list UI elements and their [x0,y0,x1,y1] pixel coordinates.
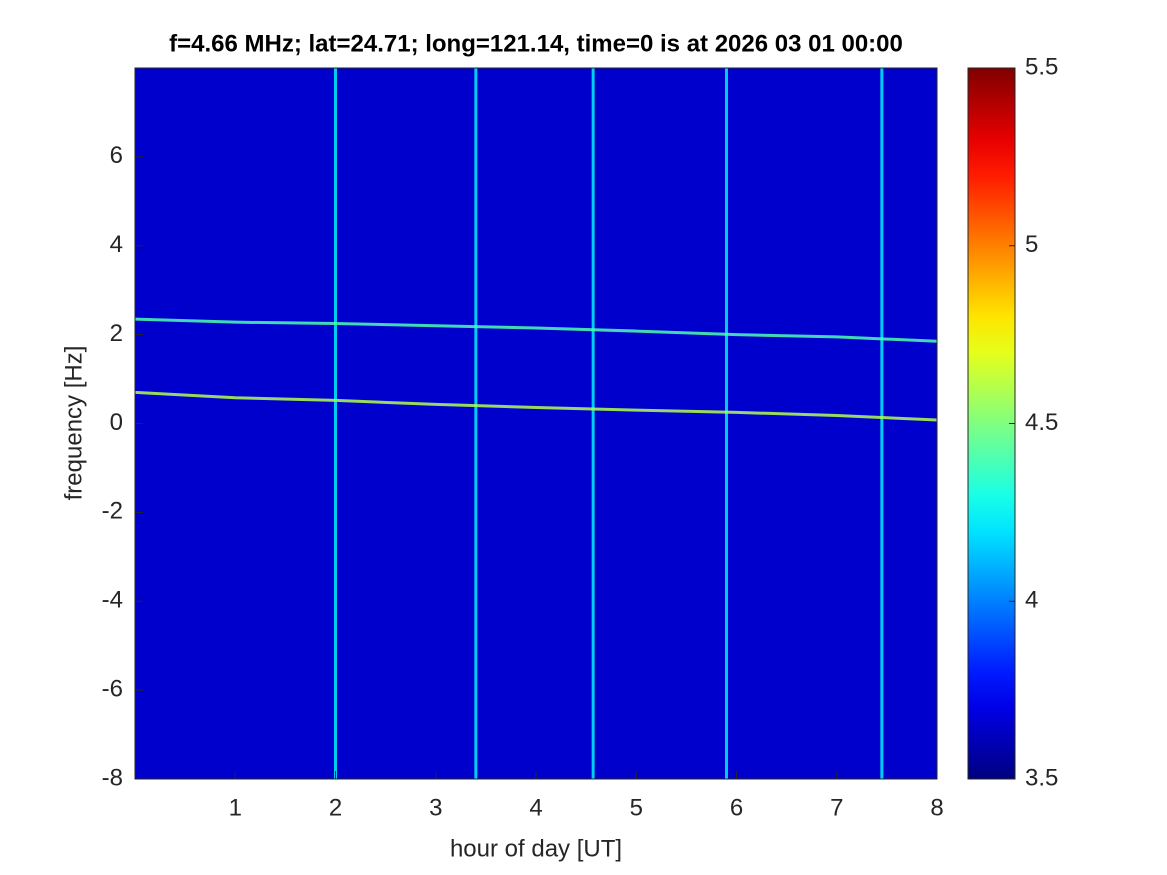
y-tick-label: 2 [110,320,123,347]
heatmap-background [135,68,937,779]
colorbar-tick-label: 4 [1025,587,1038,614]
x-tick-label: 1 [229,794,242,821]
colorbar-tick-label: 5 [1025,231,1038,258]
x-tick-label: 8 [930,794,943,821]
y-tick-label: 6 [110,142,123,169]
colorbar-tick-label: 4.5 [1025,409,1058,436]
chart-title: f=4.66 MHz; lat=24.71; long=121.14, time… [169,30,903,57]
y-tick-label: -8 [102,764,123,791]
y-axis-label: frequency [Hz] [60,346,87,501]
y-tick-label: -4 [102,587,123,614]
trace [134,317,938,343]
colorbar-tick-label: 5.5 [1025,53,1058,80]
x-axis-label: hour of day [UT] [450,835,622,862]
x-tick-label: 4 [529,794,542,821]
y-tick-label: -6 [102,675,123,702]
x-tick-label: 6 [730,794,743,821]
y-tick-label: 4 [110,231,123,258]
x-tick-label: 2 [329,794,342,821]
colorbar-tick-label: 3.5 [1025,764,1058,791]
y-tick-label: 0 [110,409,123,436]
x-tick-label: 5 [630,794,643,821]
x-tick-label: 3 [429,794,442,821]
colorbar [967,67,1016,780]
trace [134,390,938,422]
y-tick-label: -2 [102,498,123,525]
x-tick-label: 7 [830,794,843,821]
